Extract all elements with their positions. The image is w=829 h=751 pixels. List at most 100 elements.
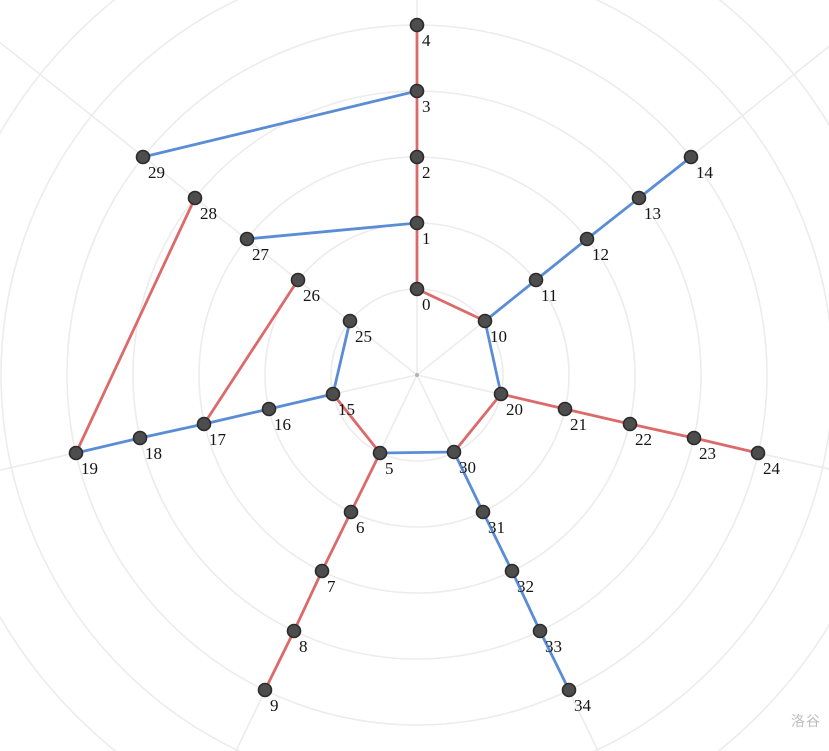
node-9[interactable] [257, 682, 273, 698]
node-13[interactable] [631, 190, 647, 206]
node-label-10: 10 [490, 327, 507, 346]
edge-32-33 [510, 570, 542, 632]
node-label-0: 0 [422, 295, 431, 314]
node-label-5: 5 [385, 459, 394, 478]
edge-17-26 [202, 279, 300, 425]
node-32[interactable] [504, 563, 520, 579]
node-label-16: 16 [274, 415, 291, 434]
node-label-19: 19 [81, 459, 98, 478]
node-10[interactable] [477, 313, 493, 329]
node-34[interactable] [561, 682, 577, 698]
node-label-33: 33 [545, 637, 562, 656]
node-label-23: 23 [699, 444, 716, 463]
node-label-22: 22 [635, 430, 652, 449]
edge-11-12 [535, 237, 588, 282]
node-3[interactable] [409, 83, 425, 99]
node-30[interactable] [446, 444, 462, 460]
edge-10-20 [483, 320, 503, 395]
edge-6-7 [320, 511, 353, 572]
node-label-32: 32 [517, 577, 534, 596]
edge-23-24 [693, 436, 759, 455]
edge-33-34 [538, 630, 571, 691]
node-label-27: 27 [252, 245, 270, 264]
node-18[interactable] [132, 430, 148, 446]
node-8[interactable] [286, 623, 302, 639]
node-11[interactable] [528, 272, 544, 288]
node-label-4: 4 [422, 31, 431, 50]
node-label-26: 26 [303, 286, 320, 305]
node-label-2: 2 [422, 163, 431, 182]
node-29[interactable] [135, 149, 151, 165]
edge-22-23 [629, 422, 695, 440]
node-label-9: 9 [270, 696, 279, 715]
node-27[interactable] [239, 231, 255, 247]
node-15[interactable] [325, 386, 341, 402]
node-4[interactable] [409, 17, 425, 33]
node-22[interactable] [622, 416, 638, 432]
edge-20-30 [452, 393, 503, 453]
node-label-21: 21 [570, 415, 587, 434]
grid-center-dot [415, 373, 419, 377]
edge-0-10 [416, 287, 486, 323]
edge-31-32 [481, 511, 514, 572]
node-label-11: 11 [541, 286, 557, 305]
edge-1-27 [246, 221, 418, 241]
node-21[interactable] [557, 401, 573, 417]
edge-15-16 [268, 392, 334, 411]
node-label-18: 18 [145, 444, 162, 463]
node-7[interactable] [314, 563, 330, 579]
node-5[interactable] [372, 445, 388, 461]
node-17[interactable] [196, 416, 212, 432]
node-label-15: 15 [338, 400, 355, 419]
node-label-12: 12 [592, 245, 609, 264]
edge-7-8 [292, 570, 324, 632]
edge-20-21 [500, 392, 566, 411]
edge-5-30 [379, 450, 455, 455]
grid-spoke [0, 41, 418, 376]
edge-16-17 [203, 407, 270, 426]
edge-3-29 [142, 89, 418, 159]
node-label-29: 29 [148, 163, 165, 182]
edge-10-11 [484, 278, 537, 323]
node-label-3: 3 [422, 97, 431, 116]
node-label-24: 24 [763, 459, 781, 478]
node-25[interactable] [342, 313, 358, 329]
node-20[interactable] [493, 386, 509, 402]
node-1[interactable] [409, 215, 425, 231]
node-label-6: 6 [356, 518, 365, 537]
node-12[interactable] [579, 231, 595, 247]
node-label-31: 31 [488, 518, 505, 537]
node-2[interactable] [409, 149, 425, 165]
edge-18-19 [75, 436, 141, 455]
node-label-7: 7 [327, 577, 336, 596]
edge-5-6 [349, 452, 382, 513]
node-26[interactable] [290, 272, 306, 288]
node-label-34: 34 [574, 696, 592, 715]
edge-19-28 [74, 197, 197, 454]
node-16[interactable] [261, 401, 277, 417]
edge-30-31 [452, 451, 485, 513]
node-19[interactable] [68, 445, 84, 461]
edge-15-25 [331, 320, 352, 395]
node-label-20: 20 [506, 400, 523, 419]
luogu-watermark: 洛谷 [791, 713, 821, 729]
node-label-14: 14 [696, 163, 714, 182]
node-label-1: 1 [422, 229, 431, 248]
edge-8-9 [263, 630, 296, 691]
node-28[interactable] [187, 190, 203, 206]
node-23[interactable] [686, 430, 702, 446]
node-label-13: 13 [644, 204, 661, 223]
node-14[interactable] [683, 149, 699, 165]
edge-17-18 [139, 422, 205, 440]
node-33[interactable] [532, 623, 548, 639]
node-label-30: 30 [459, 458, 476, 477]
node-24[interactable] [750, 445, 766, 461]
node-6[interactable] [343, 504, 359, 520]
node-31[interactable] [475, 504, 491, 520]
edge-12-13 [586, 196, 640, 241]
node-0[interactable] [409, 281, 425, 297]
node-label-25: 25 [355, 327, 372, 346]
